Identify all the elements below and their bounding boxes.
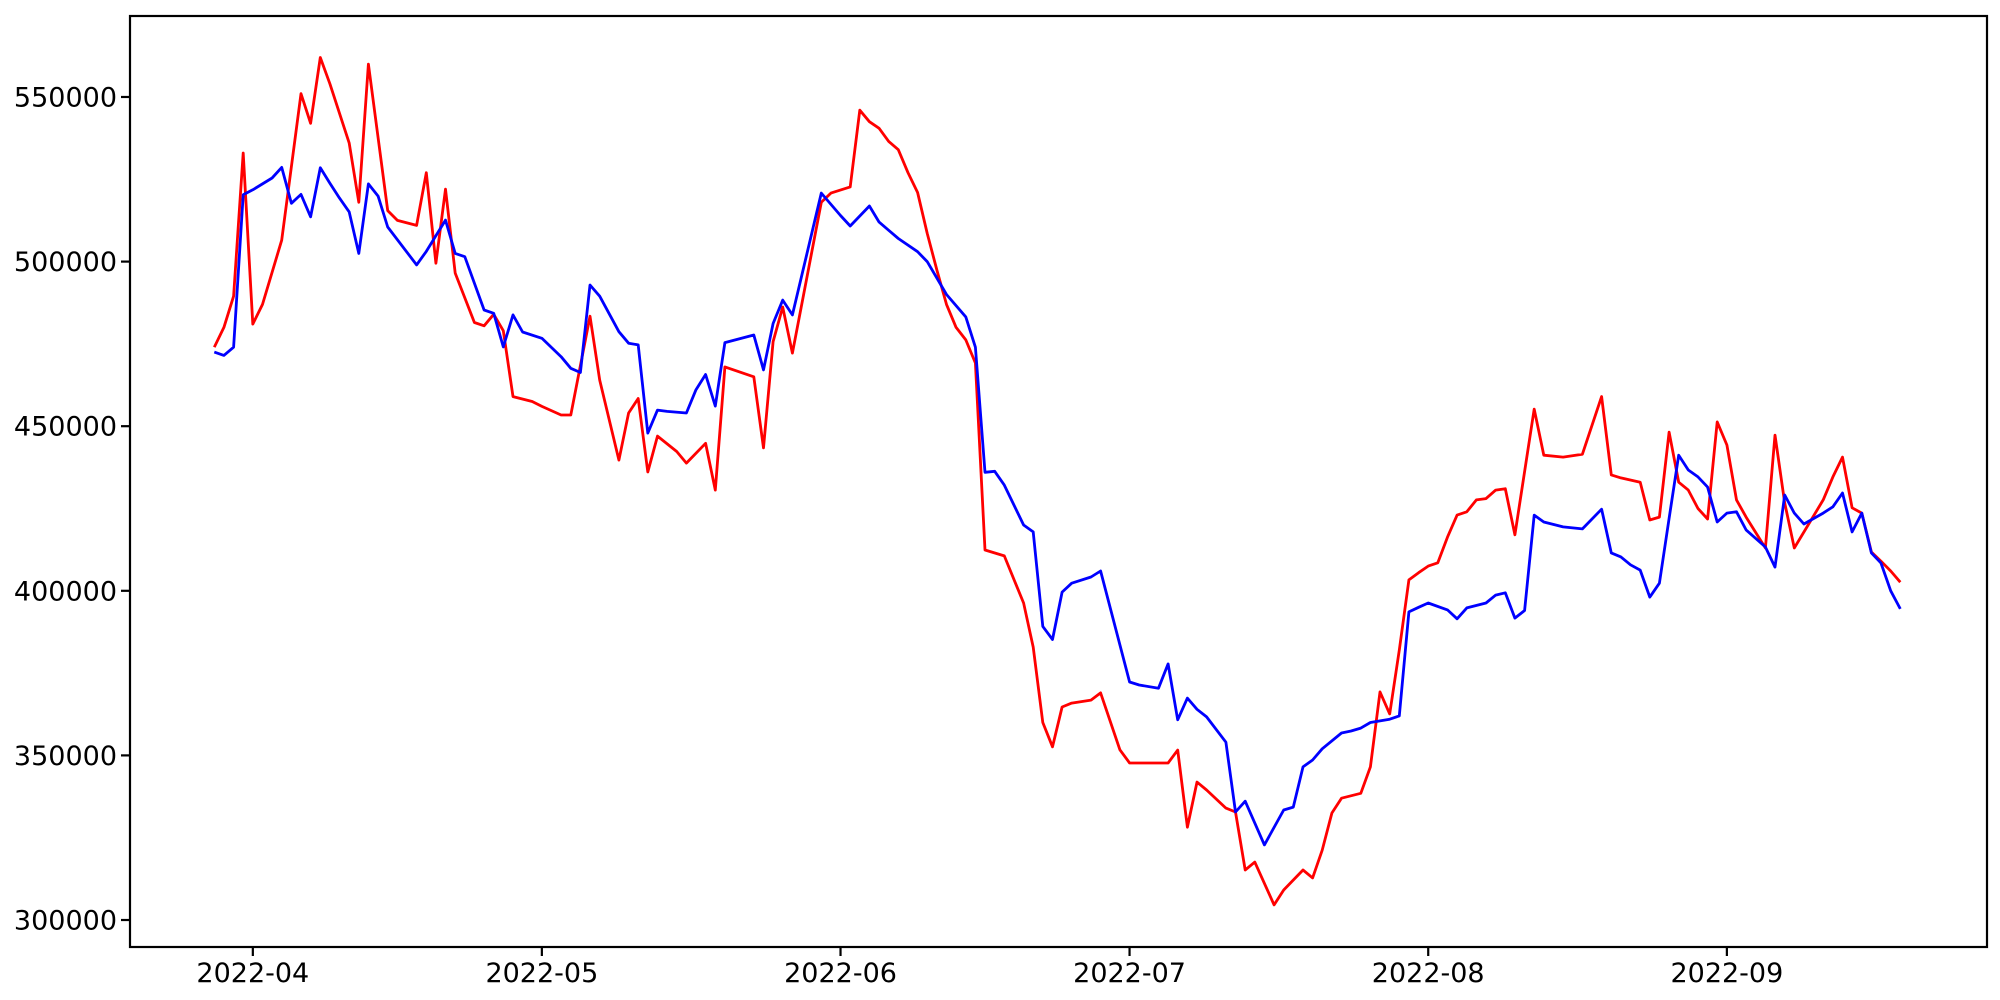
- blue-series-line: [213, 165, 1902, 847]
- x-tick-label: 2022-08: [1372, 958, 1485, 989]
- plot-area: [130, 16, 1987, 947]
- y-tick-label: 500000: [14, 247, 117, 278]
- y-tick-label: 450000: [14, 412, 117, 443]
- x-tick-label: 2022-05: [485, 958, 598, 989]
- x-tick-label: 2022-04: [196, 958, 309, 989]
- x-tick-label: 2022-07: [1073, 958, 1186, 989]
- y-tick-label: 300000: [14, 906, 117, 937]
- x-tick-label: 2022-09: [1670, 958, 1783, 989]
- y-tick-label: 400000: [14, 576, 117, 607]
- y-tick-label: 350000: [14, 741, 117, 772]
- y-tick-label: 550000: [14, 82, 117, 113]
- x-tick-label: 2022-06: [784, 958, 897, 989]
- axes-spines: [128, 14, 1989, 949]
